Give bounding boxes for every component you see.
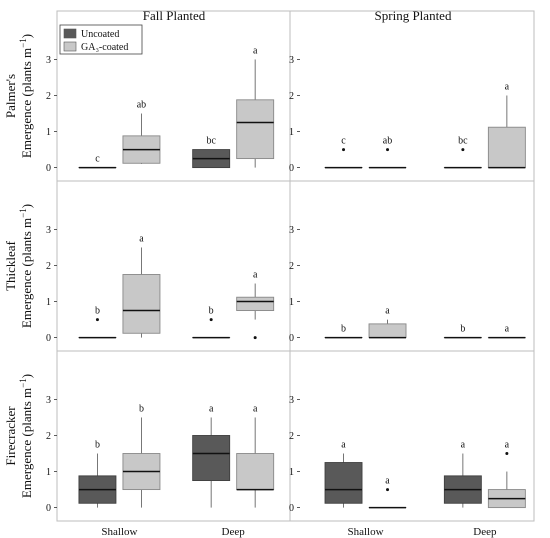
significance-letter: bc	[458, 136, 468, 147]
significance-letter: a	[385, 476, 390, 487]
row-title: Palmer's	[3, 74, 18, 118]
significance-letter: a	[341, 440, 346, 451]
y-axis-label-group: Thickleaf Emergence (plants m−1)	[3, 204, 34, 328]
significance-letter: a	[253, 270, 258, 281]
row-title: Firecracker	[3, 406, 18, 466]
y-axis-label-prefix: Emergence (plants m	[19, 48, 34, 158]
y-tick-label: 1	[46, 297, 51, 308]
column-title: Fall Planted	[143, 8, 206, 23]
y-axis-label-suffix: )	[19, 374, 34, 378]
y-tick-label: 0	[289, 333, 294, 344]
significance-letter: b	[209, 306, 214, 317]
outlier-point	[209, 318, 213, 322]
significance-letter: ab	[137, 100, 146, 111]
row-title: Thickleaf	[3, 240, 18, 290]
y-tick-label: 3	[289, 225, 294, 236]
legend-label: GA₃-coated	[81, 42, 128, 53]
outlier-point	[253, 336, 257, 340]
significance-letter: a	[505, 440, 510, 451]
y-axis-label-suffix: )	[19, 34, 34, 38]
significance-letter: a	[209, 403, 214, 414]
box	[487, 126, 526, 169]
box	[192, 435, 231, 482]
significance-letter: a	[385, 306, 390, 317]
y-tick-label: 2	[46, 91, 51, 102]
y-axis-label-group: Firecracker Emergence (plants m−1)	[3, 374, 34, 498]
y-tick-label: 3	[46, 225, 51, 236]
x-tick-label: Deep	[473, 526, 497, 538]
y-tick-label: 2	[46, 261, 51, 272]
y-axis-label-group: Palmer's Emergence (plants m−1)	[3, 34, 34, 158]
plot-frame	[56, 10, 535, 522]
y-tick-label: 1	[289, 127, 294, 138]
y-tick-label: 1	[46, 467, 51, 478]
significance-letter: b	[341, 324, 346, 335]
column-title: Spring Planted	[375, 8, 452, 23]
outlier-point	[505, 452, 509, 456]
y-tick-label: 2	[289, 91, 294, 102]
box	[122, 274, 161, 334]
y-axis-label-prefix: Emergence (plants m	[19, 218, 34, 328]
y-tick-label: 3	[46, 395, 51, 406]
box	[236, 453, 275, 491]
significance-letter: a	[253, 403, 258, 414]
significance-letter: a	[139, 233, 144, 244]
box	[236, 99, 275, 160]
y-axis-label: Emergence (plants m−1)	[18, 34, 34, 158]
outlier-point	[386, 148, 390, 152]
y-tick-label: 0	[46, 503, 51, 514]
significance-letter: b	[95, 306, 100, 317]
y-axis-label-sup: −1	[18, 208, 28, 218]
y-axis-label-suffix: )	[19, 204, 34, 208]
significance-letter: a	[505, 324, 510, 335]
significance-letter: b	[95, 440, 100, 451]
significance-letter: a	[253, 45, 258, 56]
significance-letter: a	[461, 440, 466, 451]
y-tick-label: 2	[289, 261, 294, 272]
y-tick-label: 0	[289, 503, 294, 514]
y-tick-label: 1	[289, 297, 294, 308]
y-tick-label: 0	[46, 163, 51, 174]
outlier-point	[461, 148, 465, 152]
box	[368, 323, 407, 339]
y-axis-label-sup: −1	[18, 38, 28, 48]
y-tick-label: 3	[46, 55, 51, 66]
significance-letter: c	[95, 154, 100, 165]
y-axis-label-sup: −1	[18, 378, 28, 388]
legend-swatch	[63, 28, 77, 39]
outlier-point	[95, 318, 99, 322]
y-tick-label: 0	[289, 163, 294, 174]
box	[324, 462, 363, 504]
y-axis-label: Emergence (plants m−1)	[18, 374, 34, 498]
y-tick-label: 3	[289, 395, 294, 406]
box	[236, 296, 275, 312]
y-tick-label: 2	[289, 431, 294, 442]
significance-letter: b	[139, 403, 144, 414]
significance-letter: c	[341, 136, 346, 147]
legend-swatch	[63, 41, 77, 52]
y-axis-label-prefix: Emergence (plants m	[19, 388, 34, 498]
x-tick-label: Shallow	[347, 526, 383, 538]
y-tick-label: 2	[46, 431, 51, 442]
outlier-point	[342, 148, 346, 152]
legend-label: Uncoated	[81, 29, 119, 40]
significance-letter: bc	[206, 136, 216, 147]
significance-letter: a	[505, 81, 510, 92]
legend: Uncoated GA₃-coated	[59, 24, 143, 55]
x-tick-label: Deep	[222, 526, 246, 538]
x-tick-label: Shallow	[101, 526, 137, 538]
y-tick-label: 1	[46, 127, 51, 138]
y-axis-label: Emergence (plants m−1)	[18, 204, 34, 328]
y-tick-label: 1	[289, 467, 294, 478]
significance-letter: ab	[383, 136, 392, 147]
significance-letter: b	[460, 324, 465, 335]
y-tick-label: 0	[46, 333, 51, 344]
y-tick-label: 3	[289, 55, 294, 66]
outlier-point	[386, 488, 390, 492]
